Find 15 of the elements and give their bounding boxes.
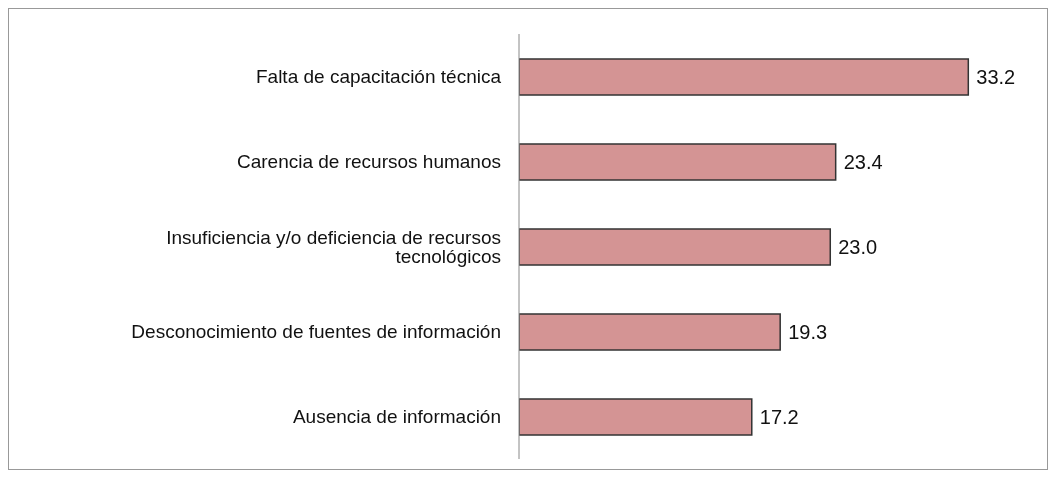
data-label: 19.3 — [788, 321, 828, 343]
data-label: 23.0 — [838, 236, 878, 258]
data-label: 23.4 — [843, 151, 883, 173]
data-label: 33.2 — [976, 66, 1016, 88]
y-tick-label: Ausencia de información — [292, 406, 501, 428]
y-tick-label: Desconocimiento de fuentes de información — [131, 321, 501, 343]
y-tick-label: Carencia de recursos humanos — [236, 151, 501, 173]
bar — [519, 143, 837, 181]
bar — [519, 313, 781, 351]
data-label: 17.2 — [759, 406, 799, 428]
bar — [519, 228, 832, 266]
y-tick-label: Falta de capacitación técnica — [255, 66, 502, 88]
y-tick-label: Insuficiencia y/o deficiencia de recursos tecnológicos — [166, 226, 501, 267]
bar — [519, 58, 970, 96]
bar — [519, 398, 753, 436]
